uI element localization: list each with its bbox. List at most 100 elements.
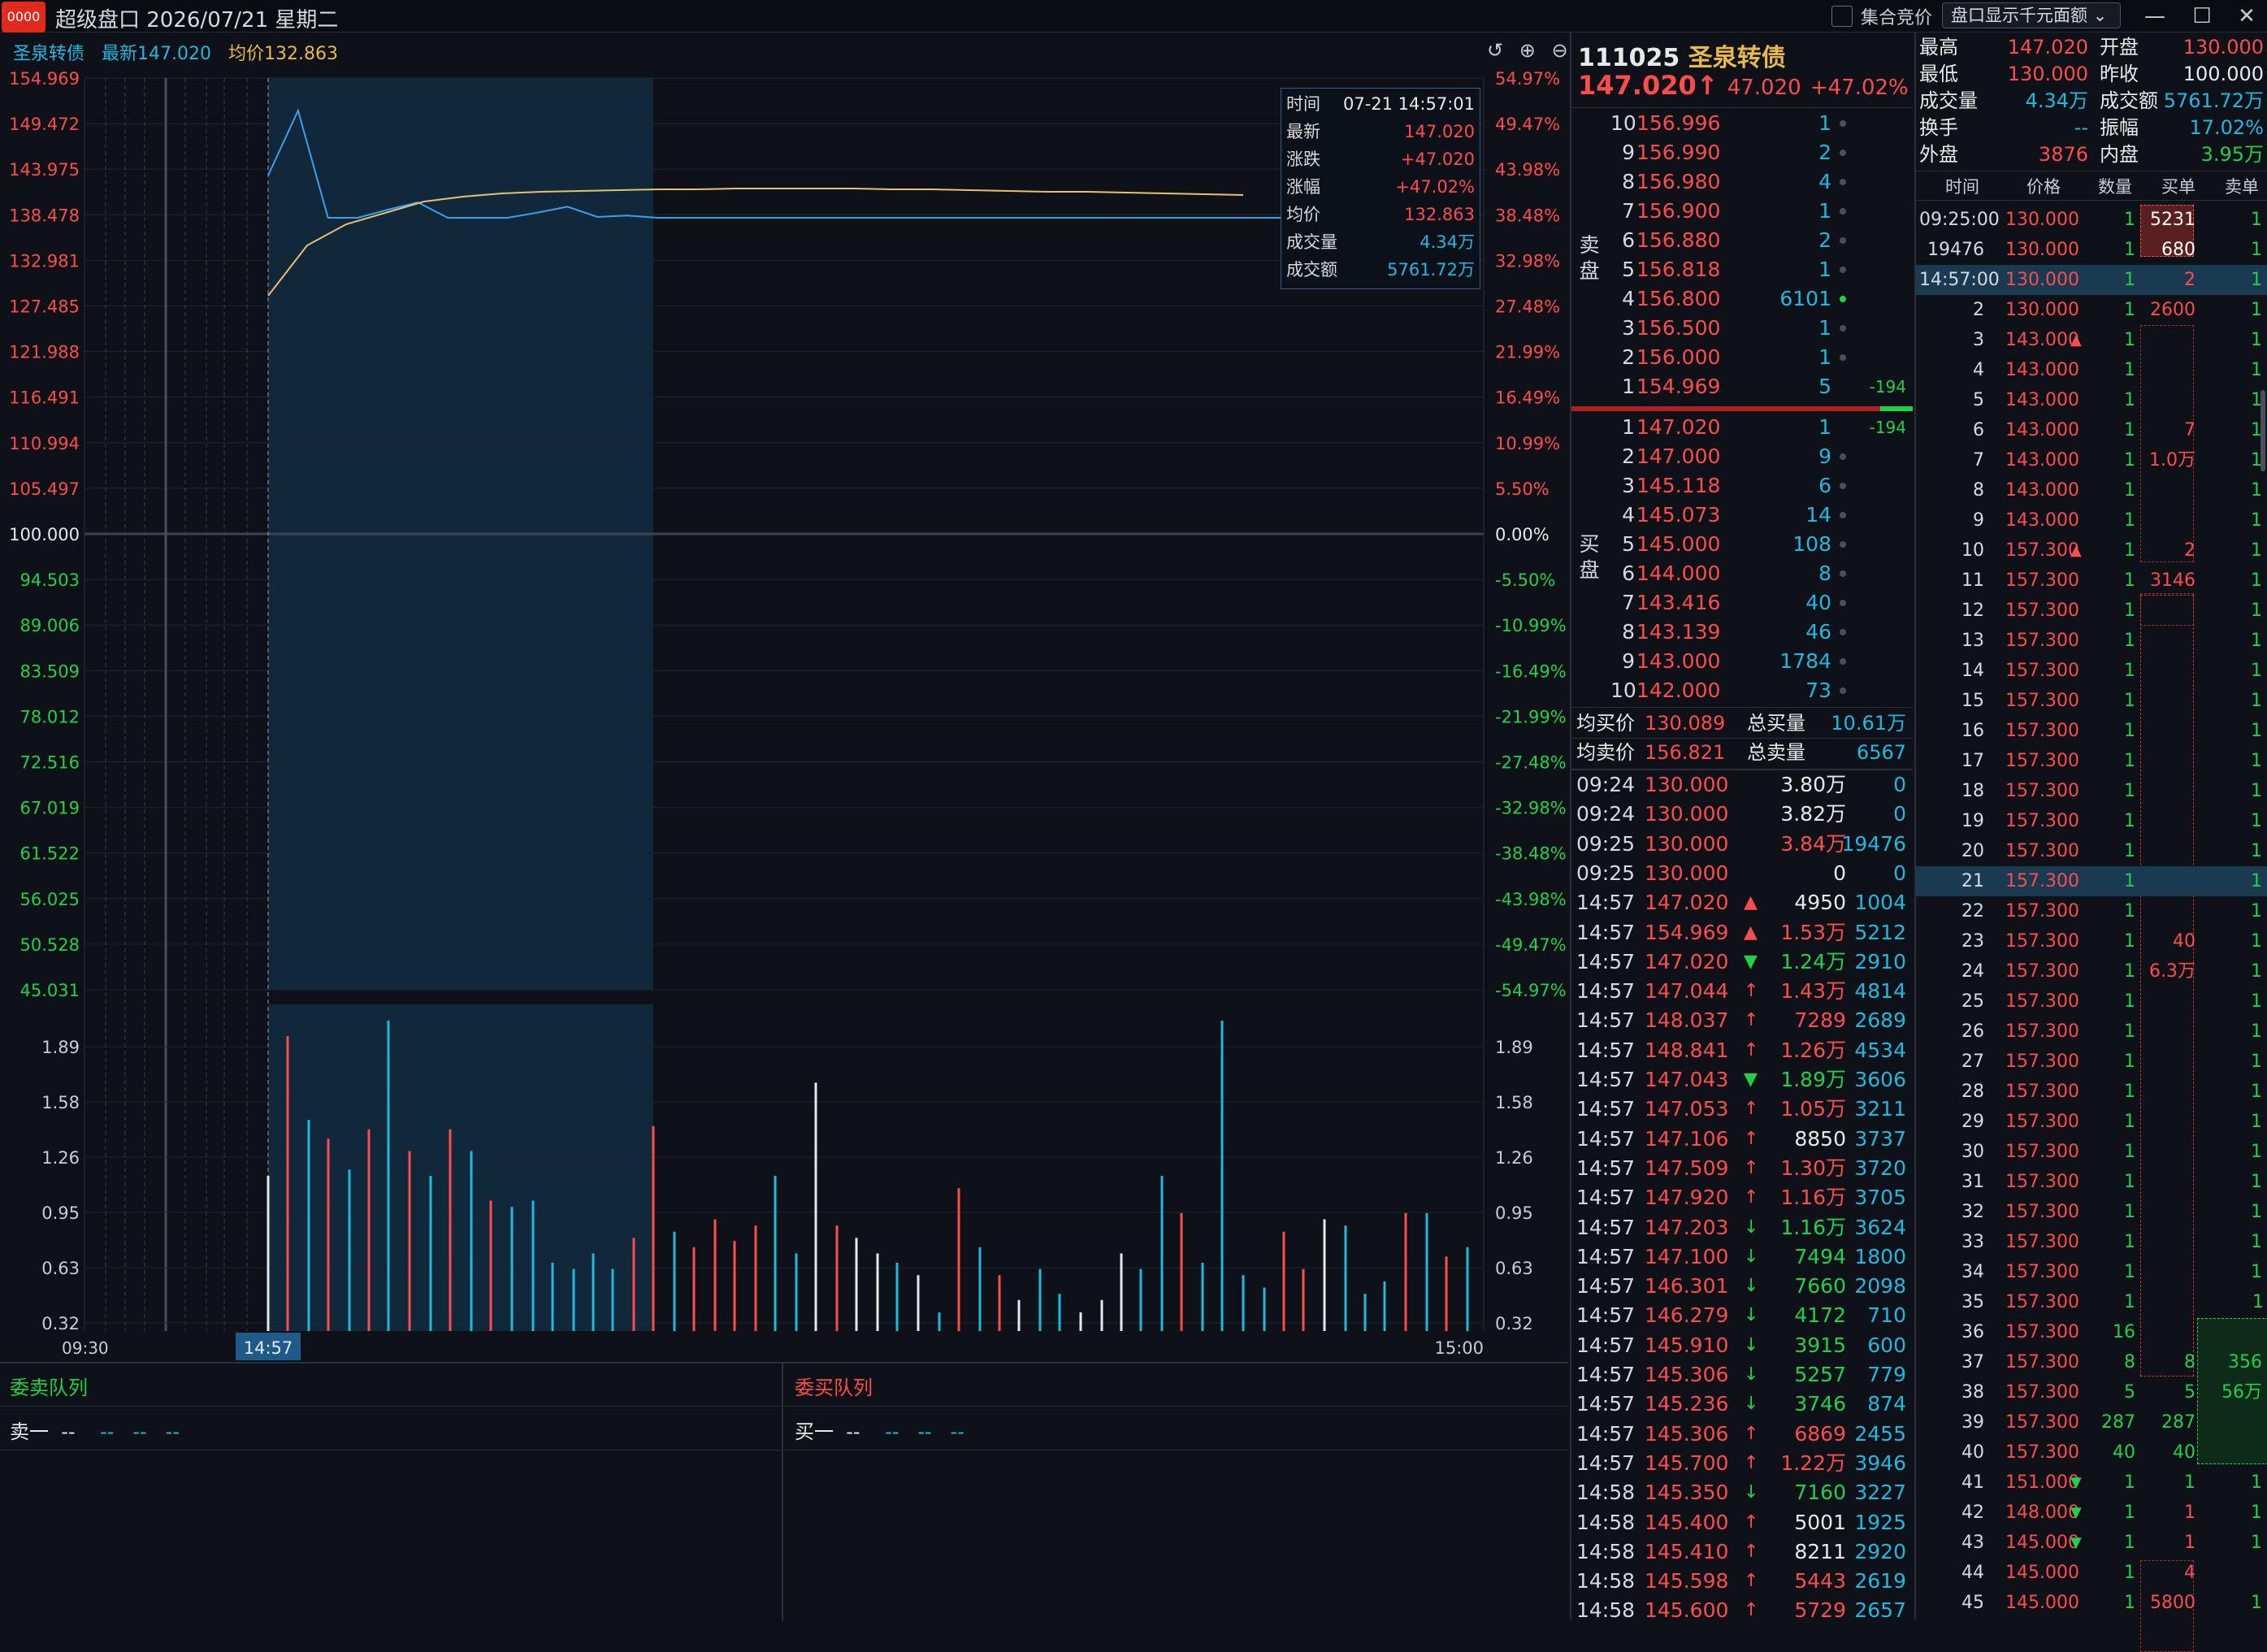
detail-row[interactable]: 26 157.300 1 1 [1916,1017,2267,1047]
detail-row[interactable]: 7 143.000 1 1.0万 1 [1916,445,2267,475]
detail-row[interactable]: 45 145.000 1 5800 1 [1916,1588,2267,1618]
detail-row[interactable]: 36 157.300 16 [1916,1317,2267,1347]
detail-row[interactable]: 29 157.300 1 1 [1916,1107,2267,1137]
sell-level-6[interactable]: 6 156.880 2 [1571,226,1913,255]
detail-row[interactable]: 23 157.300 1 40 1 [1916,926,2267,956]
chart-zoom-controls[interactable]: ↺ ⊕ ⊖ [1487,39,1573,62]
sell-level-8[interactable]: 8 156.980 4 [1571,167,1913,197]
buy-level-1[interactable]: 1 147.020 1 -194 [1571,413,1913,442]
out-value: 3876 [2038,143,2088,166]
level-number: 6 [1622,228,1635,252]
detail-row[interactable]: 14:57:00 130.000 1 2 1 [1916,265,2267,295]
detail-row[interactable]: 5 143.000 1 1 [1916,385,2267,415]
level-price: 147.000 [1636,444,1721,468]
detail-row[interactable]: 41 151.000 ▼ 1 1 1 [1916,1468,2267,1498]
detail-row[interactable]: 16 157.300 1 1 [1916,716,2267,746]
tick-direction-icon: ↓ [1744,1246,1759,1267]
detail-row[interactable]: 40 157.300 40 40 [1916,1437,2267,1468]
level-change: -194 [1869,377,1906,397]
detail-row[interactable]: 6 143.000 1 7 1 [1916,415,2267,445]
detail-scrollbar[interactable] [2260,390,2265,471]
detail-row[interactable]: 3 143.000 ▲ 1 1 [1916,325,2267,355]
sell-level-9[interactable]: 9 156.990 2 [1571,138,1913,167]
detail-row[interactable]: 22 157.300 1 1 [1916,896,2267,926]
detail-row[interactable]: 32 157.300 1 1 [1916,1197,2267,1227]
tick-time: 14:57 [1576,1274,1636,1299]
sell-level-10[interactable]: 10 156.996 1 [1571,109,1913,138]
detail-row[interactable]: 28 157.300 1 1 [1916,1077,2267,1107]
detail-row[interactable]: 35 157.300 1 1 [1916,1287,2267,1317]
detail-row[interactable]: 9 143.000 1 1 [1916,505,2267,535]
detail-row[interactable]: 4 143.000 1 1 [1916,355,2267,385]
detail-row[interactable]: 18 157.300 1 1 [1916,776,2267,806]
buy-level-4[interactable]: 4 145.073 14 [1571,501,1913,530]
detail-row[interactable]: 20 157.300 1 1 [1916,836,2267,866]
detail-price: 130.000 [2005,240,2079,260]
level-number: 6 [1622,562,1635,585]
detail-row[interactable]: 39 157.300 287 287 [1916,1407,2267,1437]
detail-sell: 356 [2228,1352,2262,1372]
level-volume: 8 [1818,562,1831,585]
auction-checkbox[interactable] [1831,6,1853,27]
detail-row[interactable]: 27 157.300 1 1 [1916,1047,2267,1077]
buy-level-5[interactable]: 5 145.000 108 [1571,530,1913,559]
detail-row[interactable]: 33 157.300 1 1 [1916,1227,2267,1257]
detail-row[interactable]: 42 148.000 ▼ 1 1 1 [1916,1498,2267,1528]
detail-row[interactable]: 2 130.000 1 2600 1 [1916,295,2267,325]
detail-row[interactable]: 15 157.300 1 1 [1916,686,2267,716]
detail-row[interactable]: 37 157.300 8 8 356 [1916,1347,2267,1377]
detail-price: 157.300 [2005,1082,2079,1102]
level-price: 156.880 [1636,228,1721,252]
tick-time: 14:57 [1576,1038,1636,1062]
detail-row[interactable]: 14 157.300 1 1 [1916,656,2267,686]
detail-row[interactable]: 24 157.300 1 6.3万 1 [1916,956,2267,986]
detail-row[interactable]: 31 157.300 1 1 [1916,1167,2267,1197]
detail-row[interactable]: 19 157.300 1 1 [1916,806,2267,836]
tick-volume: 1.53万 [1780,920,1846,944]
display-select[interactable]: 盘口显示千元面额 ⌄ [1942,2,2121,28]
sell-level-1[interactable]: 1 154.969 5 -194 [1571,372,1913,401]
buy-level-8[interactable]: 8 143.139 46 [1571,618,1913,647]
level-number: 1 [1622,375,1635,398]
detail-row[interactable]: 21 157.300 1 1 [1916,866,2267,896]
price-tick-right: 5.50% [1495,479,1550,499]
tick-price: 147.203 [1645,1215,1729,1239]
buy-level-9[interactable]: 9 143.000 1784 [1571,647,1913,676]
detail-price: 157.300 [2005,871,2079,891]
detail-direction-icon: ▲ [2070,332,2082,349]
sell-level-3[interactable]: 3 156.500 1 [1571,314,1913,343]
buy-level-7[interactable]: 7 143.416 40 [1571,588,1913,618]
tooltip-avg: 132.863 [1404,205,1475,224]
detail-row[interactable]: 8 143.000 1 1 [1916,475,2267,505]
sell-level-4[interactable]: 4 156.800 6101 [1571,284,1913,314]
detail-row[interactable]: 43 145.000 ▼ 1 1 1 [1916,1528,2267,1558]
detail-row[interactable]: 30 157.300 1 1 [1916,1137,2267,1167]
buy-level-3[interactable]: 3 145.118 6 [1571,471,1913,501]
detail-row[interactable]: 11 157.300 1 3146 1 [1916,566,2267,596]
detail-row[interactable]: 34 157.300 1 1 [1916,1257,2267,1287]
sell-level-5[interactable]: 5 156.818 1 [1571,255,1913,284]
detail-row[interactable]: 17 157.300 1 1 [1916,746,2267,776]
sell-level-2[interactable]: 2 156.000 1 [1571,343,1913,372]
detail-row[interactable]: 10 157.300 ▲ 1 2 1 [1916,535,2267,566]
level-price: 156.800 [1636,287,1721,310]
detail-row[interactable]: 44 145.000 1 4 [1916,1558,2267,1588]
minimize-button[interactable]: — [2144,4,2165,28]
level-number: 5 [1622,532,1635,556]
buy-level-10[interactable]: 10 142.000 73 [1571,676,1913,705]
detail-row[interactable]: 13 157.300 1 1 [1916,626,2267,656]
sell-level-7[interactable]: 7 156.900 1 [1571,197,1913,226]
detail-row[interactable]: 38 157.300 5 5 56万 [1916,1377,2267,1407]
level-volume: 14 [1805,503,1831,527]
detail-row[interactable]: 25 157.300 1 1 [1916,986,2267,1017]
close-button[interactable]: ✕ [2238,4,2256,28]
tooltip-vol-label: 成交量 [1286,232,1337,252]
detail-row[interactable]: 12 157.300 1 1 [1916,596,2267,626]
detail-buy: 8 [2184,1352,2195,1372]
detail-row[interactable]: 09:25:00 130.000 1 5231 1 [1916,205,2267,235]
buy-level-6[interactable]: 6 144.000 8 [1571,559,1913,588]
maximize-button[interactable]: ☐ [2192,4,2212,28]
buy-level-2[interactable]: 2 147.000 9 [1571,442,1913,471]
detail-qty: 1 [2124,661,2135,681]
